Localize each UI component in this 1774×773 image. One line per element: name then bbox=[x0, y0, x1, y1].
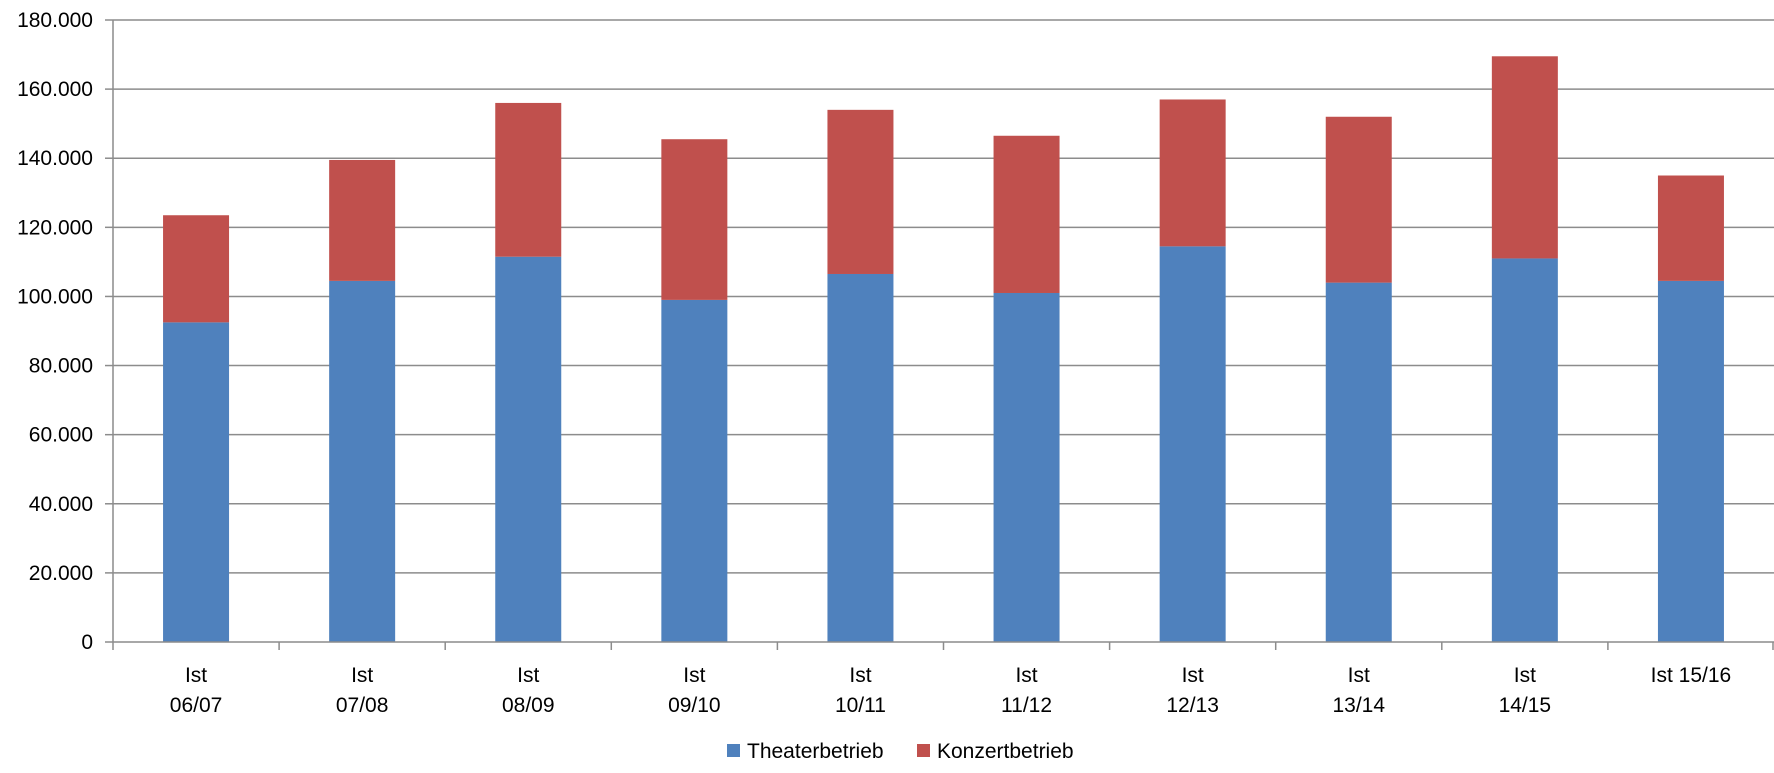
y-tick-label: 100.000 bbox=[17, 285, 93, 308]
x-category-label: 13/14 bbox=[1332, 694, 1385, 717]
y-tick-label: 0 bbox=[81, 631, 93, 654]
y-tick-label: 180.000 bbox=[17, 9, 93, 32]
x-category-label: 09/10 bbox=[668, 694, 721, 717]
y-tick-label: 140.000 bbox=[17, 147, 93, 170]
bar-theaterbetrieb bbox=[1325, 282, 1392, 642]
x-category-label: 14/15 bbox=[1499, 694, 1552, 717]
legend-swatch-konzertbetrieb bbox=[917, 744, 930, 757]
y-tick-label: 40.000 bbox=[29, 493, 93, 516]
x-category-label: 11/12 bbox=[1001, 694, 1052, 717]
x-category-label: Ist bbox=[849, 664, 871, 687]
y-tick-label: 60.000 bbox=[29, 424, 93, 447]
x-axis-category-labels: Ist 06/07 Ist 07/08 Ist 08/09 Ist 09/10 Ist 10/11… bbox=[170, 664, 1731, 717]
x-category-label: Ist bbox=[683, 664, 705, 687]
x-category-label: Ist bbox=[1348, 664, 1370, 687]
bar-konzertbetrieb bbox=[1491, 56, 1558, 259]
axes bbox=[112, 20, 1774, 650]
y-tick-label: 20.000 bbox=[29, 562, 93, 585]
bar-konzertbetrieb bbox=[163, 215, 230, 323]
x-category-label: Ist bbox=[351, 664, 373, 687]
x-category-label: Ist bbox=[1514, 664, 1536, 687]
bar-theaterbetrieb bbox=[1159, 246, 1226, 643]
y-tick-label: 80.000 bbox=[29, 355, 93, 378]
x-category-label: 08/09 bbox=[502, 694, 555, 717]
y-axis-tick-labels: 0 20.000 40.000 60.000 80.000 100.000 120.000 1… bbox=[17, 9, 93, 654]
x-category-label: Ist bbox=[1182, 664, 1204, 687]
y-tick-label: 160.000 bbox=[17, 78, 93, 101]
y-tick-label: 120.000 bbox=[17, 216, 93, 239]
bar-theaterbetrieb bbox=[1657, 280, 1724, 642]
x-category-label: Ist bbox=[517, 664, 539, 687]
bar-konzertbetrieb bbox=[1657, 175, 1724, 281]
x-category-label: 06/07 bbox=[170, 694, 223, 717]
bar-theaterbetrieb bbox=[993, 292, 1060, 642]
x-category-label: Ist 15/16 bbox=[1651, 664, 1732, 687]
bar-theaterbetrieb bbox=[329, 280, 396, 642]
bar-konzertbetrieb bbox=[661, 139, 728, 300]
legend: Theaterbetrieb Konzertbetrieb bbox=[727, 740, 1074, 763]
legend-label-konzertbetrieb: Konzertbetrieb bbox=[937, 740, 1074, 763]
bar-theaterbetrieb bbox=[495, 256, 562, 642]
bar-konzertbetrieb bbox=[1325, 116, 1392, 283]
legend-label-theaterbetrieb: Theaterbetrieb bbox=[747, 740, 884, 763]
bars bbox=[163, 56, 1724, 643]
bar-konzertbetrieb bbox=[993, 135, 1060, 293]
bar-theaterbetrieb bbox=[661, 299, 728, 642]
legend-swatch-theaterbetrieb bbox=[727, 744, 740, 757]
x-category-label: Ist bbox=[1015, 664, 1037, 687]
x-category-label: 12/13 bbox=[1166, 694, 1219, 717]
bar-konzertbetrieb bbox=[495, 102, 562, 257]
bar-konzertbetrieb bbox=[1159, 99, 1226, 247]
x-category-label: 10/11 bbox=[835, 694, 886, 717]
x-category-label: 07/08 bbox=[336, 694, 389, 717]
bar-theaterbetrieb bbox=[1491, 258, 1558, 642]
bar-konzertbetrieb bbox=[329, 159, 396, 281]
bar-theaterbetrieb bbox=[827, 273, 894, 642]
bar-konzertbetrieb bbox=[827, 109, 894, 274]
x-category-label: Ist bbox=[185, 664, 207, 687]
bar-theaterbetrieb bbox=[163, 322, 230, 642]
